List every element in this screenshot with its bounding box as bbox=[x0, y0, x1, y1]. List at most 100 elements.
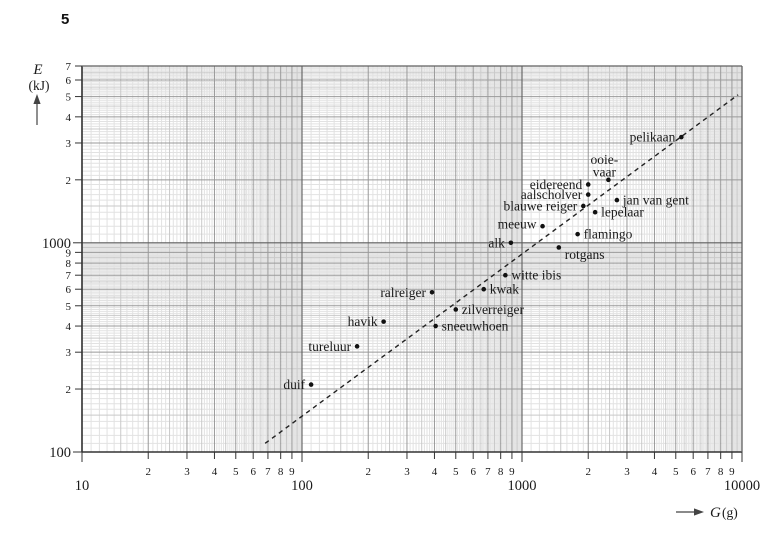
x-tick-label: 2 bbox=[145, 466, 151, 478]
x-tick-label: 3 bbox=[184, 466, 190, 478]
y-tick-label: 6 bbox=[66, 75, 72, 87]
data-point-ooievaar bbox=[606, 177, 611, 183]
point-label: ooie- bbox=[591, 152, 619, 167]
data-point-flamingo bbox=[575, 231, 580, 237]
point-label: zilverreiger bbox=[462, 302, 525, 317]
x-tick-label: 3 bbox=[404, 466, 410, 478]
x-tick-label: 8 bbox=[718, 466, 724, 478]
data-point-tureluur bbox=[354, 344, 360, 349]
y-tick-label: 6 bbox=[66, 284, 72, 296]
question-number: 5 bbox=[61, 11, 70, 28]
point-label: blauwe reiger bbox=[503, 198, 577, 213]
up-arrow-icon bbox=[33, 94, 41, 125]
point-label: vaar bbox=[593, 164, 617, 179]
y-tick-label: 9 bbox=[66, 247, 72, 259]
x-tick-label: 7 bbox=[265, 466, 271, 478]
x-tick-label: 9 bbox=[509, 466, 515, 478]
data-point-havik bbox=[381, 319, 386, 324]
trend-line bbox=[264, 94, 739, 444]
y-tick-label: 5 bbox=[66, 301, 72, 313]
x-tick-label: 2 bbox=[365, 466, 371, 478]
data-point-eidereend bbox=[585, 182, 591, 187]
y-axis-unit: (kJ) bbox=[29, 78, 50, 93]
point-label: flamingo bbox=[584, 227, 633, 242]
y-tick-label: 3 bbox=[66, 347, 72, 359]
point-label: sneeuwhoen bbox=[442, 319, 509, 334]
point-label: havik bbox=[348, 314, 378, 329]
data-point-pelikaan bbox=[679, 134, 684, 140]
x-tick-label: 4 bbox=[212, 466, 218, 478]
x-axis-symbol: G bbox=[710, 505, 721, 521]
y-axis-title: E (kJ) bbox=[29, 62, 50, 125]
y-tick-label: 7 bbox=[66, 270, 72, 282]
data-point-witte-ibis bbox=[503, 272, 508, 278]
data-point-lepelaar bbox=[592, 209, 598, 215]
x-tick-label: 5 bbox=[233, 466, 239, 478]
data-point-ralreiger bbox=[429, 289, 435, 295]
x-tick-label: 3 bbox=[624, 466, 630, 478]
data-point-aalscholver bbox=[585, 192, 591, 197]
point-label: pelikaan bbox=[630, 130, 676, 145]
data-point-jan-van-gent bbox=[614, 197, 620, 203]
point-label: alk bbox=[488, 235, 505, 250]
x-tick-label: 8 bbox=[498, 466, 504, 478]
x-tick-label: 1000 bbox=[508, 478, 537, 494]
data-point-alk bbox=[508, 240, 514, 246]
x-tick-label: 6 bbox=[690, 466, 696, 478]
x-tick-label: 10000 bbox=[724, 478, 760, 494]
point-label: lepelaar bbox=[601, 205, 644, 220]
x-tick-label: 4 bbox=[432, 466, 438, 478]
data-point-duif bbox=[308, 382, 314, 387]
x-tick-label: 4 bbox=[652, 466, 658, 478]
point-label: kwak bbox=[490, 282, 519, 297]
y-tick-label: 2 bbox=[66, 384, 72, 396]
x-axis-unit: (g) bbox=[722, 505, 738, 520]
data-point-blauwe-reiger bbox=[581, 203, 586, 209]
data-point-rotgans bbox=[556, 245, 562, 250]
point-label: jan van gent bbox=[622, 193, 689, 208]
plot-border bbox=[81, 65, 743, 453]
y-tick-label: 5 bbox=[66, 92, 72, 104]
point-label: meeuw bbox=[498, 217, 537, 232]
log-grid bbox=[81, 65, 743, 453]
data-point-meeuw bbox=[540, 223, 545, 229]
point-label: witte ibis bbox=[511, 268, 561, 283]
x-tick-label: 5 bbox=[673, 466, 679, 478]
y-tick-label: 4 bbox=[66, 112, 72, 124]
x-tick-label: 100 bbox=[291, 478, 313, 494]
right-arrow-icon bbox=[676, 508, 704, 516]
y-tick-label: 1000 bbox=[42, 236, 71, 252]
x-tick-label: 9 bbox=[289, 466, 295, 478]
x-tick-label: 6 bbox=[470, 466, 476, 478]
x-tick-label: 10 bbox=[75, 478, 90, 494]
x-tick-label: 5 bbox=[453, 466, 459, 478]
x-tick-label: 9 bbox=[729, 466, 735, 478]
y-tick-label: 4 bbox=[66, 321, 72, 333]
y-axis-symbol: E bbox=[32, 62, 42, 78]
point-label: tureluur bbox=[308, 339, 351, 354]
y-tick-label: 100 bbox=[49, 445, 71, 461]
point-label: eidereend bbox=[530, 177, 583, 192]
x-tick-label: 6 bbox=[250, 466, 256, 478]
y-tick-label: 8 bbox=[66, 258, 72, 270]
point-label: rotgans bbox=[565, 247, 605, 262]
point-label: aalscholver bbox=[521, 187, 583, 202]
x-tick-label: 7 bbox=[705, 466, 711, 478]
y-tick-label: 3 bbox=[66, 138, 72, 150]
x-tick-label: 8 bbox=[278, 466, 284, 478]
data-point-kwak bbox=[481, 286, 487, 292]
x-tick-label: 7 bbox=[485, 466, 491, 478]
x-axis-title: G (g) bbox=[676, 505, 738, 521]
point-label: duif bbox=[283, 377, 305, 392]
data-point-sneeuwhoen bbox=[433, 323, 438, 329]
x-tick-label: 2 bbox=[585, 466, 591, 478]
point-label: ralreiger bbox=[380, 285, 426, 300]
y-tick-label: 7 bbox=[66, 61, 72, 73]
y-tick-label: 2 bbox=[66, 175, 72, 187]
trend-dashed-line bbox=[264, 94, 739, 444]
data-point-zilverreiger bbox=[453, 307, 459, 312]
